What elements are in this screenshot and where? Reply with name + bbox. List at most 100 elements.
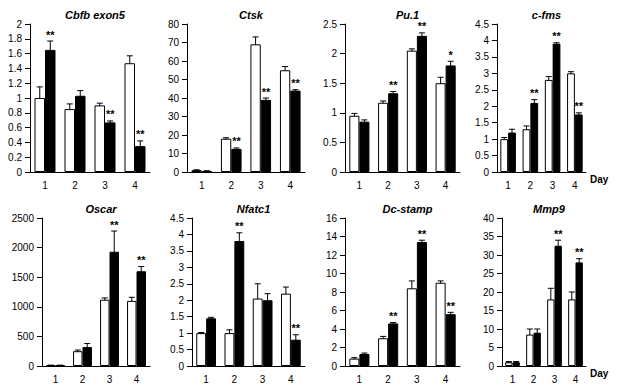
svg-text:4: 4 [572, 180, 578, 191]
svg-text:3: 3 [107, 374, 113, 385]
svg-text:30: 30 [168, 111, 180, 122]
svg-text:4: 4 [573, 374, 579, 385]
svg-text:16: 16 [326, 213, 338, 224]
svg-text:2: 2 [531, 374, 537, 385]
svg-text:1: 1 [331, 107, 337, 118]
svg-text:4: 4 [288, 374, 294, 385]
svg-text:Pu.1: Pu.1 [396, 9, 419, 21]
svg-text:25: 25 [483, 268, 495, 279]
svg-text:**: ** [291, 77, 300, 89]
svg-text:0: 0 [331, 167, 337, 178]
svg-text:1.5: 1.5 [323, 78, 337, 89]
svg-text:4.5: 4.5 [170, 213, 184, 224]
svg-text:Cbfb exon5: Cbfb exon5 [65, 9, 126, 21]
svg-text:Oscar: Oscar [85, 203, 117, 215]
svg-text:3: 3 [414, 374, 420, 385]
svg-text:4: 4 [483, 35, 489, 46]
svg-text:3: 3 [102, 180, 108, 191]
svg-text:15: 15 [483, 305, 495, 316]
svg-text:1: 1 [42, 180, 48, 191]
svg-text:2: 2 [331, 48, 337, 59]
svg-text:**: ** [575, 246, 584, 258]
svg-text:2000: 2000 [12, 242, 35, 253]
svg-text:2.5: 2.5 [170, 278, 184, 289]
svg-text:1: 1 [178, 328, 184, 339]
svg-text:2.5: 2.5 [323, 19, 337, 30]
svg-text:0.6: 0.6 [8, 122, 22, 133]
svg-text:1: 1 [16, 93, 22, 104]
svg-text:1: 1 [483, 134, 489, 145]
svg-text:0.5: 0.5 [170, 344, 184, 355]
svg-text:Day: Day [590, 174, 609, 185]
svg-text:*: * [449, 49, 454, 61]
svg-text:1.5: 1.5 [170, 311, 184, 322]
svg-text:60: 60 [168, 56, 180, 67]
svg-text:12: 12 [326, 250, 338, 261]
svg-text:2: 2 [385, 180, 391, 191]
svg-text:40: 40 [483, 213, 495, 224]
svg-text:2: 2 [72, 180, 78, 191]
svg-text:3: 3 [414, 180, 420, 191]
svg-text:3: 3 [258, 180, 264, 191]
svg-text:3: 3 [178, 262, 184, 273]
svg-text:**: ** [574, 100, 583, 112]
svg-text:**: ** [552, 30, 561, 42]
svg-text:4: 4 [287, 180, 293, 191]
svg-text:4.5: 4.5 [475, 19, 489, 30]
svg-text:3: 3 [260, 374, 266, 385]
svg-text:**: ** [110, 219, 119, 231]
svg-text:10: 10 [168, 148, 180, 159]
svg-text:0: 0 [483, 167, 489, 178]
svg-text:1.6: 1.6 [8, 48, 22, 59]
svg-text:20: 20 [483, 287, 495, 298]
svg-text:5: 5 [488, 342, 494, 353]
svg-text:4: 4 [132, 180, 138, 191]
svg-text:1: 1 [199, 180, 205, 191]
svg-text:30: 30 [483, 250, 495, 261]
svg-text:1: 1 [510, 374, 516, 385]
svg-text:1.2: 1.2 [8, 78, 22, 89]
svg-text:500: 500 [17, 331, 34, 342]
svg-text:14: 14 [326, 231, 338, 242]
svg-text:3: 3 [483, 68, 489, 79]
svg-text:10: 10 [483, 324, 495, 335]
svg-text:c-fms: c-fms [532, 9, 561, 21]
svg-text:1.4: 1.4 [8, 63, 22, 74]
svg-text:3.5: 3.5 [475, 51, 489, 62]
svg-text:1000: 1000 [12, 301, 35, 312]
svg-text:0.4: 0.4 [8, 137, 22, 148]
svg-text:1: 1 [357, 374, 363, 385]
svg-text:0: 0 [173, 167, 179, 178]
svg-text:**: ** [262, 86, 271, 98]
svg-text:0.5: 0.5 [323, 137, 337, 148]
svg-text:4: 4 [134, 374, 140, 385]
svg-text:2: 2 [331, 342, 337, 353]
svg-text:Ctsk: Ctsk [239, 9, 264, 21]
svg-text:**: ** [418, 20, 427, 32]
svg-text:Nfatc1: Nfatc1 [237, 203, 271, 215]
svg-text:2.5: 2.5 [475, 84, 489, 95]
svg-text:20: 20 [168, 130, 180, 141]
svg-text:**: ** [389, 310, 398, 322]
svg-text:**: ** [446, 300, 455, 312]
svg-text:**: ** [137, 254, 146, 266]
svg-text:0.8: 0.8 [8, 107, 22, 118]
svg-text:80: 80 [168, 19, 180, 30]
svg-text:0: 0 [16, 167, 22, 178]
svg-text:**: ** [292, 322, 301, 334]
svg-text:2: 2 [178, 295, 184, 306]
svg-text:0: 0 [28, 361, 34, 372]
svg-text:50: 50 [168, 74, 180, 85]
svg-text:2: 2 [483, 101, 489, 112]
svg-text:1.5: 1.5 [475, 117, 489, 128]
svg-text:**: ** [554, 228, 563, 240]
svg-text:**: ** [530, 87, 539, 99]
svg-text:Day: Day [590, 368, 609, 379]
svg-text:0: 0 [488, 361, 494, 372]
svg-text:1: 1 [53, 374, 59, 385]
svg-text:**: ** [136, 128, 145, 140]
svg-text:35: 35 [483, 231, 495, 242]
svg-text:4: 4 [443, 180, 449, 191]
svg-text:3.5: 3.5 [170, 245, 184, 256]
svg-text:1: 1 [357, 180, 363, 191]
